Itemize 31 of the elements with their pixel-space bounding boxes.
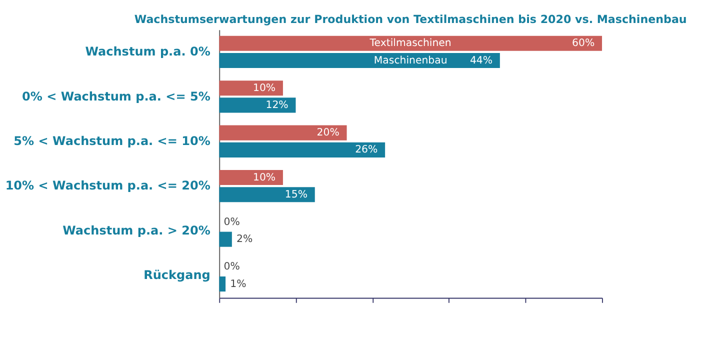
- bar: [219, 232, 232, 247]
- bar: [219, 125, 347, 140]
- bar: [219, 98, 296, 113]
- y-tick-label: 5% < Wachstum p.a. <= 10%: [14, 134, 210, 148]
- data-label: 1%: [230, 278, 247, 290]
- y-tick-label: Wachstum p.a. 0%: [85, 44, 210, 59]
- data-label: 44%: [470, 55, 493, 66]
- data-label: 12%: [266, 100, 289, 111]
- bar: [219, 52, 500, 68]
- series-label: Textilmaschinen: [368, 38, 452, 50]
- y-tick-label: 10% < Wachstum p.a. <= 20%: [5, 178, 210, 193]
- data-label: 0%: [224, 262, 240, 273]
- data-label: 10%: [252, 172, 276, 184]
- series-label: Maschinenbau: [374, 55, 448, 66]
- y-tick-label: 0% < Wachstum p.a. <= 5%: [22, 89, 210, 104]
- data-label: 2%: [236, 234, 254, 246]
- bar: [219, 276, 226, 292]
- data-label: 60%: [572, 38, 595, 50]
- bar: [219, 80, 283, 96]
- data-label: 26%: [355, 144, 378, 156]
- data-label: 15%: [284, 189, 308, 200]
- bar: [219, 170, 283, 186]
- bar: [219, 142, 386, 158]
- y-tick-label: Wachstum p.a. > 20%: [62, 223, 210, 238]
- data-label: 10%: [252, 82, 276, 94]
- bar: [219, 187, 315, 202]
- y-tick-label: Rückgang: [144, 268, 210, 282]
- bar: [219, 36, 602, 51]
- data-label: 0%: [224, 216, 240, 228]
- chart-title: Wachstumserwartungen zur Produktion von Textilmaschinen bis 2020 vs. Maschinenbau: [134, 13, 687, 26]
- data-label: 20%: [316, 128, 340, 139]
